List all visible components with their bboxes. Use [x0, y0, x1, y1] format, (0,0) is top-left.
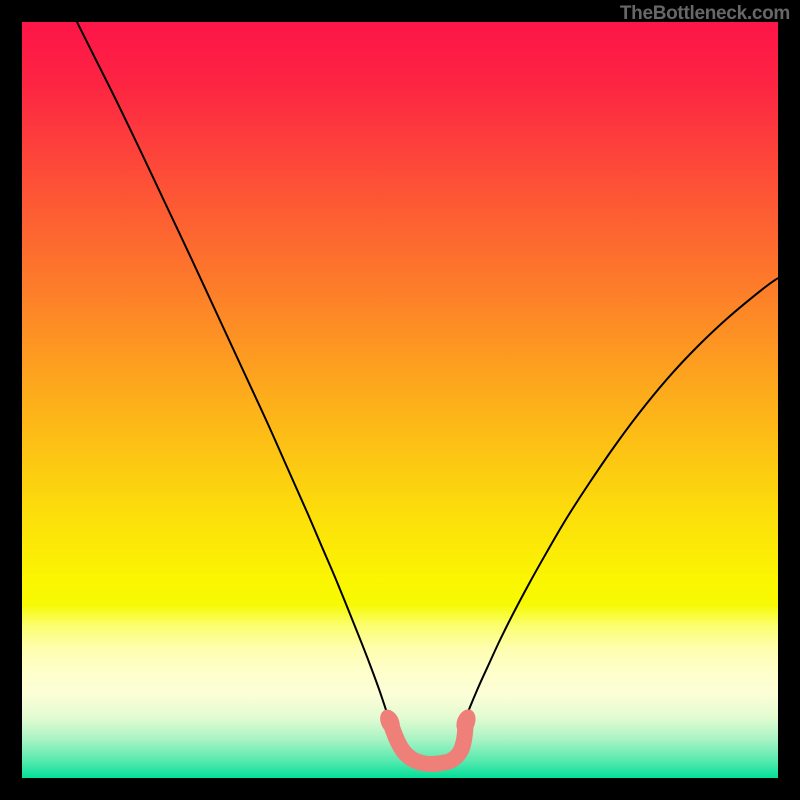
bottom-segment — [376, 706, 479, 764]
left-curve — [77, 22, 390, 722]
watermark-text: TheBottleneck.com — [620, 3, 790, 25]
bottleneck-chart — [22, 22, 778, 778]
curve-overlay — [22, 22, 778, 778]
right-curve — [464, 278, 778, 722]
